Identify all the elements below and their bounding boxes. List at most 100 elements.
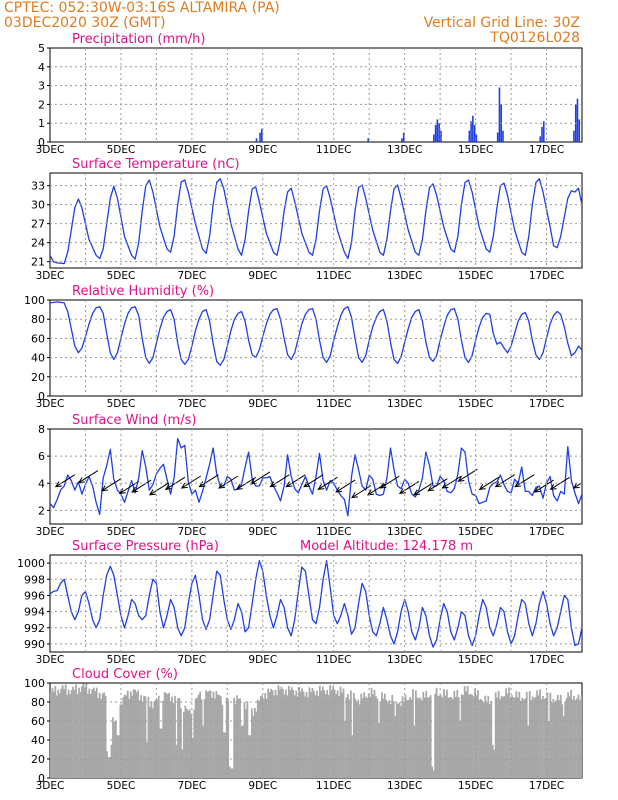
cloud-cover-bar <box>354 698 357 778</box>
wind-line <box>50 437 582 517</box>
cloud-cover-bar <box>151 708 154 778</box>
cloud-cover-bar <box>497 690 500 778</box>
cloud-cover-bar <box>79 691 82 778</box>
cloud-cover-bar <box>222 732 225 778</box>
cloud-cover-bar <box>521 697 524 778</box>
cloud-cover-bar <box>378 722 380 778</box>
cloud-cover-bar <box>196 697 199 778</box>
rh-ytick-label: 40 <box>31 352 45 365</box>
wind-xtick-label: 7DEC <box>177 526 206 538</box>
precip-bar <box>440 130 442 142</box>
cloud-cover-bar <box>553 702 556 778</box>
press-xtick-label: 15DEC <box>458 654 493 666</box>
cloud-cover-bar <box>219 696 222 778</box>
cloud-cover-bar <box>398 702 401 778</box>
cloud-cover-bar <box>317 695 320 778</box>
cloud-xtick-label: 5DEC <box>107 780 136 792</box>
cloud-cover-bar <box>545 697 547 778</box>
cloud-cover-bar <box>144 696 147 778</box>
cloud-cover-bar <box>472 696 475 778</box>
cloud-cover-bar <box>270 688 272 778</box>
cloud-cover-bar <box>83 687 86 778</box>
cloud-cover-bar <box>369 697 371 778</box>
cloud-cover-bar <box>320 690 323 778</box>
cloud-cover-bar <box>138 700 141 778</box>
precip-ytick-label: 1 <box>38 117 45 130</box>
wind-xtick-label: 13DEC <box>387 526 422 538</box>
cloud-cover-bar <box>187 710 190 778</box>
wind-arrow-head <box>514 481 522 488</box>
cloud-cover-bar <box>456 690 459 778</box>
cloud-cover-bar <box>273 695 275 778</box>
precip-xtick-label: 11DEC <box>316 144 351 156</box>
cloud-cover-bar <box>537 695 540 778</box>
cloud-cover-bar <box>373 690 376 778</box>
rh-ytick-label: 20 <box>31 371 45 384</box>
precip-bar <box>367 138 370 142</box>
cloud-cover-bar <box>180 708 182 778</box>
cloud-cover-bar <box>224 732 227 778</box>
precip-xtick-label: 17DEC <box>529 144 564 156</box>
rh-ytick-label: 100 <box>24 294 45 307</box>
rh-frame <box>49 299 583 397</box>
cloud-cover-bar <box>531 696 534 778</box>
cloud-cover-bar <box>286 695 289 778</box>
cloud-plot-area <box>50 683 582 778</box>
cloud-cover-bar <box>310 691 312 778</box>
cloud-cover-bar <box>316 690 318 778</box>
rh-xtick-label: 11DEC <box>316 398 351 410</box>
cloud-cover-bar <box>505 688 507 778</box>
cloud-cover-bar <box>567 692 569 778</box>
cloud-cover-bar <box>239 698 241 778</box>
cloud-xtick-label: 9DEC <box>248 780 277 792</box>
wind-arrow-head <box>494 481 502 488</box>
cloud-cover-bar <box>349 690 352 778</box>
cloud-cover-bar <box>333 689 336 778</box>
cloud-cover-bar <box>429 695 432 778</box>
cloud-cover-bar <box>184 705 187 778</box>
cloud-cover-bar <box>63 689 66 778</box>
cloud-cover-bar <box>332 685 335 778</box>
cloud-cover-bar <box>431 766 434 778</box>
press-plot-area <box>50 560 582 648</box>
cloud-cover-bar <box>546 692 549 778</box>
cloud-cover-bar <box>394 716 397 778</box>
rh-xtick-label: 13DEC <box>387 398 422 410</box>
cloud-cover-bar <box>375 696 377 778</box>
cloud-cover-bar <box>103 692 105 778</box>
precip-frame <box>49 47 583 143</box>
cloud-cover-bar <box>508 687 510 778</box>
cloud-cover-bar <box>115 720 117 778</box>
cloud-cover-bar <box>370 687 373 778</box>
cloud-cover-bar <box>174 695 176 778</box>
cloud-cover-bar <box>417 698 420 778</box>
rh-line <box>50 301 582 366</box>
cloud-cover-bar <box>82 683 85 778</box>
cloud-cover-bar <box>488 704 491 778</box>
temp-xtick-label: 7DEC <box>177 270 206 282</box>
cloud-cover-bar <box>214 698 216 778</box>
rh-xtick-label: 3DEC <box>36 398 65 410</box>
cloud-cover-bar <box>499 699 502 778</box>
cloud-cover-bar <box>76 693 79 778</box>
wind-arrow-shaft <box>149 482 170 496</box>
cloud-cover-bar <box>185 708 188 778</box>
cloud-cover-bar <box>367 693 370 778</box>
cloud-cover-bar <box>50 692 52 778</box>
cloud-cover-bar <box>268 691 271 778</box>
cloud-cover-bar <box>153 701 156 778</box>
cloud-cover-bar <box>407 699 410 778</box>
cloud-cover-bar <box>454 696 457 778</box>
cloud-cover-bar <box>401 696 404 778</box>
wind-arrow-head <box>285 481 293 488</box>
cloud-cover-bar <box>67 689 70 778</box>
cloud-cover-bar <box>344 721 346 778</box>
cloud-xtick-label: 17DEC <box>529 780 564 792</box>
cloud-cover-bar <box>364 696 367 778</box>
cloud-cover-bar <box>548 721 550 778</box>
cloud-cover-bar <box>469 693 472 778</box>
cloud-cover-bar <box>116 735 119 778</box>
rh-xtick-label: 9DEC <box>248 398 277 410</box>
precip-bar <box>434 125 437 142</box>
cloud-cover-bar <box>188 709 191 778</box>
